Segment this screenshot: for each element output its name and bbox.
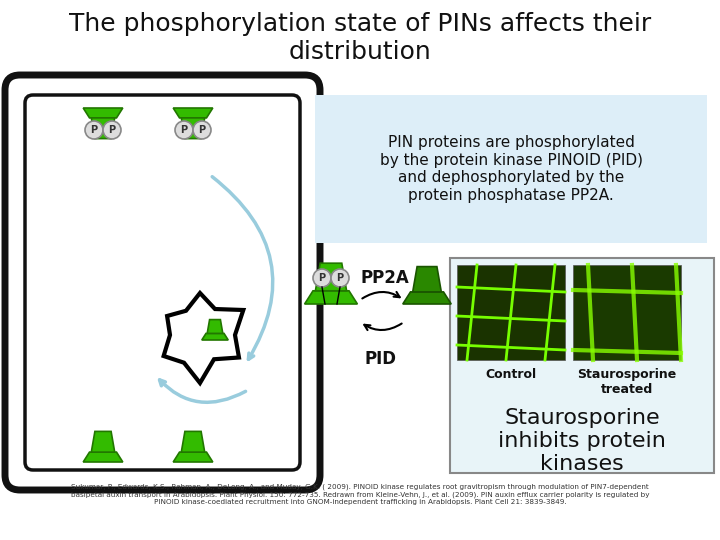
Polygon shape	[91, 118, 114, 139]
Polygon shape	[202, 333, 228, 340]
Bar	[573, 265, 681, 360]
Polygon shape	[207, 320, 222, 333]
Circle shape	[85, 121, 103, 139]
Text: P: P	[199, 125, 206, 135]
Text: PID: PID	[364, 350, 396, 368]
Circle shape	[103, 121, 121, 139]
Polygon shape	[315, 263, 346, 291]
Circle shape	[193, 121, 211, 139]
Text: P: P	[91, 125, 98, 135]
Text: PIN proteins are phosphorylated
by the protein kinase PINOID (PID)
and dephospho: PIN proteins are phosphorylated by the p…	[379, 136, 642, 202]
Polygon shape	[413, 267, 441, 292]
Bar	[450, 258, 714, 473]
Text: P: P	[318, 273, 325, 283]
Text: Staurosporine
inhibits protein
kinases: Staurosporine inhibits protein kinases	[498, 408, 666, 475]
Text: P: P	[109, 125, 116, 135]
Polygon shape	[174, 108, 213, 118]
Text: Sukumar, P., Edwards, K.S., Rahman, A., DeLong, A., and Muday, G.K. ( 2009). PIN: Sukumar, P., Edwards, K.S., Rahman, A., …	[71, 484, 649, 505]
Polygon shape	[305, 291, 357, 304]
Bar	[457, 265, 565, 360]
Text: P: P	[336, 273, 343, 283]
Polygon shape	[163, 293, 243, 383]
Circle shape	[175, 121, 193, 139]
Polygon shape	[84, 452, 123, 462]
Text: P: P	[181, 125, 188, 135]
Circle shape	[331, 269, 349, 287]
Text: Staurosporine
treated: Staurosporine treated	[577, 368, 677, 396]
Circle shape	[313, 269, 331, 287]
Polygon shape	[402, 292, 451, 304]
Polygon shape	[174, 452, 213, 462]
Polygon shape	[181, 431, 204, 452]
Text: PP2A: PP2A	[360, 269, 409, 287]
FancyBboxPatch shape	[315, 95, 707, 243]
Text: Control: Control	[485, 368, 536, 381]
Polygon shape	[91, 431, 114, 452]
Polygon shape	[84, 108, 123, 118]
FancyBboxPatch shape	[5, 75, 320, 490]
Text: The phosphorylation state of PINs affects their
distribution: The phosphorylation state of PINs affect…	[69, 12, 651, 64]
Polygon shape	[181, 118, 204, 139]
